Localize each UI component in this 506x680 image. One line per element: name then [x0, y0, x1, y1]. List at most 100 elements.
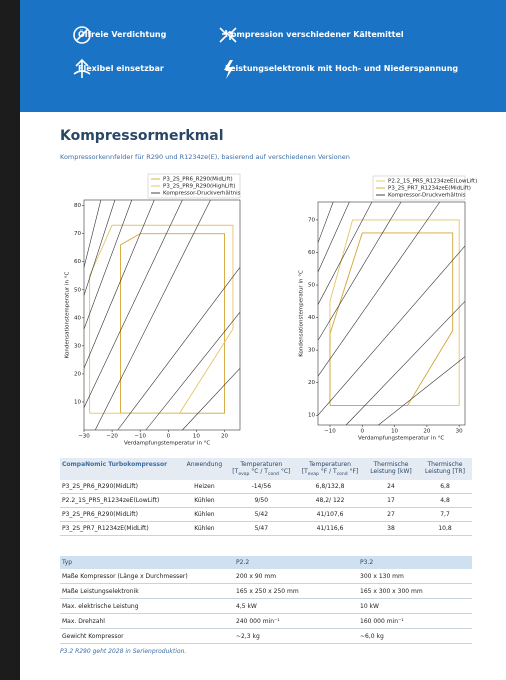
table-cell: 165 x 250 x 250 mm: [234, 583, 358, 599]
legend-label: P3_2S_PR9_R290(HighLift): [163, 184, 236, 190]
side-strip: [0, 0, 20, 680]
table-cell: 17: [364, 493, 418, 509]
feature: Leistungselektronik mit Hoch- und Nieder…: [225, 64, 459, 73]
header-text: [T: [301, 468, 308, 475]
table-cell: 6,8: [418, 480, 472, 495]
x-tick-label: 20: [423, 429, 430, 435]
table-cell: 9/50: [226, 493, 297, 509]
y-tick-label: 40: [308, 315, 315, 321]
x-tick-label: 0: [167, 434, 171, 440]
table-row: Maße Kompressor (Länge x Durchmesser) 200…: [60, 569, 472, 584]
header-cell: Temperaturen [Tevap °F / Tcond °F]: [296, 458, 364, 481]
y-tick-label: 20: [74, 371, 81, 377]
header-text: Temperaturen: [309, 461, 351, 468]
y-tick-label: 70: [74, 231, 81, 237]
y-tick-label: 60: [74, 259, 81, 265]
table-cell: 24: [364, 480, 418, 495]
x-tick-label: −30: [78, 434, 90, 440]
table-cell: ~2,3 kg: [234, 628, 358, 644]
header-text: cond: [267, 472, 279, 478]
table-cell: 6,8/132,8: [296, 480, 364, 495]
table-row: Maße Leistungselektronik 165 x 250 x 250 …: [60, 583, 472, 599]
table-cell: 4,8: [418, 493, 472, 509]
header-cell: Thermische Leistung [TR]: [418, 458, 472, 481]
performance-table: CompaNomic Turbokompressor Anwendung Tem…: [60, 458, 472, 537]
table-cell: Kühlen: [182, 507, 227, 523]
legend-box: [147, 173, 241, 199]
table-cell: 300 x 130 mm: [358, 569, 472, 584]
x-tick-label: 0: [361, 429, 365, 435]
table-row: Max. Drehzahl 240 000 min⁻¹ 160 000 min⁻¹: [60, 613, 472, 629]
x-tick-label: −10: [134, 434, 146, 440]
x-axis-label: Verdampfungstemperatur in °C: [124, 441, 210, 447]
legend-box: [372, 175, 466, 201]
table-cell: 165 x 300 x 300 mm: [358, 583, 472, 599]
header-cell: Typ: [60, 556, 234, 569]
y-tick-label: 80: [74, 203, 81, 209]
legend-label: P3_2S_PR6_R290(MidLift): [163, 177, 233, 183]
header-cell: Temperaturen [Tevap °C / Tcond °C]: [226, 458, 297, 481]
x-tick-label: 30: [456, 429, 463, 435]
header-text: °C]: [278, 468, 291, 475]
section-title: Kompressormerkmal: [60, 128, 224, 144]
section-subtitle: Kompressorkennfelder für R290 und R1234z…: [60, 153, 350, 161]
series-line: [89, 224, 234, 414]
table-cell: 41/116,6: [296, 521, 364, 537]
series-line: [317, 201, 466, 426]
header-text: °C / T: [249, 468, 268, 475]
banner: Ölfreie Verdichtung Kompression verschie…: [20, 0, 506, 112]
table-cell: P2.2_1S_PR5_R1234zeE(LowLift): [60, 493, 183, 509]
x-axis-label: Verdampfungstemperatur in °C: [358, 436, 444, 442]
table-cell: 5/42: [226, 507, 297, 523]
footnote: P3.2 R290 geht 2028 in Serienproduktion.: [60, 648, 187, 655]
table-cell: 4,5 kW: [234, 598, 358, 614]
plot-frame: [83, 199, 241, 431]
table-cell: 160 000 min⁻¹: [358, 613, 472, 629]
table-cell: Gewicht Kompressor: [60, 628, 234, 644]
table-cell: ~6,0 kg: [358, 628, 472, 644]
table-row: Max. elektrische Leistung 4,5 kW 10 kW: [60, 598, 472, 614]
header-text: °F / T: [318, 468, 337, 475]
table-cell: Max. Drehzahl: [60, 613, 234, 629]
table-cell: P3_2S_PR6_R290(MidLift): [60, 507, 183, 523]
y-tick-label: 50: [74, 287, 81, 293]
table-cell: P3_2S_PR7_R1234zE(MidLift): [60, 521, 183, 537]
table-row: P3_2S_PR7_R1234zE(MidLift) Kühlen 5/47 41/1…: [60, 521, 472, 537]
table-cell: 200 x 90 mm: [234, 569, 358, 584]
header-text: evap: [238, 472, 250, 478]
table-cell: 240 000 min⁻¹: [234, 613, 358, 629]
plot-frame: [317, 201, 466, 426]
table-cell: Kühlen: [182, 493, 227, 509]
feature: Kompression verschiedener Kältemittel: [225, 30, 404, 39]
header-cell: CompaNomic Turbokompressor: [60, 458, 183, 481]
spec-table: Typ P2.2 P3.2 Maße Kompressor (Länge x D…: [60, 556, 472, 644]
feature: Flexibel einsetzbar: [78, 64, 164, 73]
series-line: [120, 233, 225, 414]
table-cell: -14/56: [226, 480, 297, 495]
header-cell: Anwendung: [182, 458, 227, 481]
legend-label: Kompressor-Druckverhältnis: [388, 193, 466, 199]
table-cell: Heizen: [182, 480, 227, 495]
series-line: [83, 199, 241, 431]
table-cell: Maße Leistungselektronik: [60, 583, 234, 599]
x-tick-label: 20: [221, 434, 228, 440]
table-cell: Maße Kompressor (Länge x Durchmesser): [60, 569, 234, 584]
legend-label: P3_2S_PR7_R1234zeE(MidLift): [388, 186, 471, 192]
table-cell: 27: [364, 507, 418, 523]
bolt-icon: [224, 60, 234, 79]
y-tick-label: 30: [74, 343, 81, 349]
header-text: °F]: [347, 468, 359, 475]
table-cell: 7,7: [418, 507, 472, 523]
y-tick-label: 50: [308, 283, 315, 289]
table-cell: 48,2/ 122: [296, 493, 364, 509]
table-row: P3_2S_PR6_R290(MidLift) Kühlen 5/42 41/107,…: [60, 507, 472, 523]
y-axis-label: Kondensationstemperatur in °C: [299, 270, 305, 357]
table-cell: 10 kW: [358, 598, 472, 614]
y-tick-label: 20: [308, 380, 315, 386]
y-tick-label: 70: [308, 217, 315, 223]
x-tick-label: 10: [391, 429, 398, 435]
table-row: Gewicht Kompressor ~2,3 kg ~6,0 kg: [60, 628, 472, 644]
y-tick-label: 10: [308, 413, 315, 419]
